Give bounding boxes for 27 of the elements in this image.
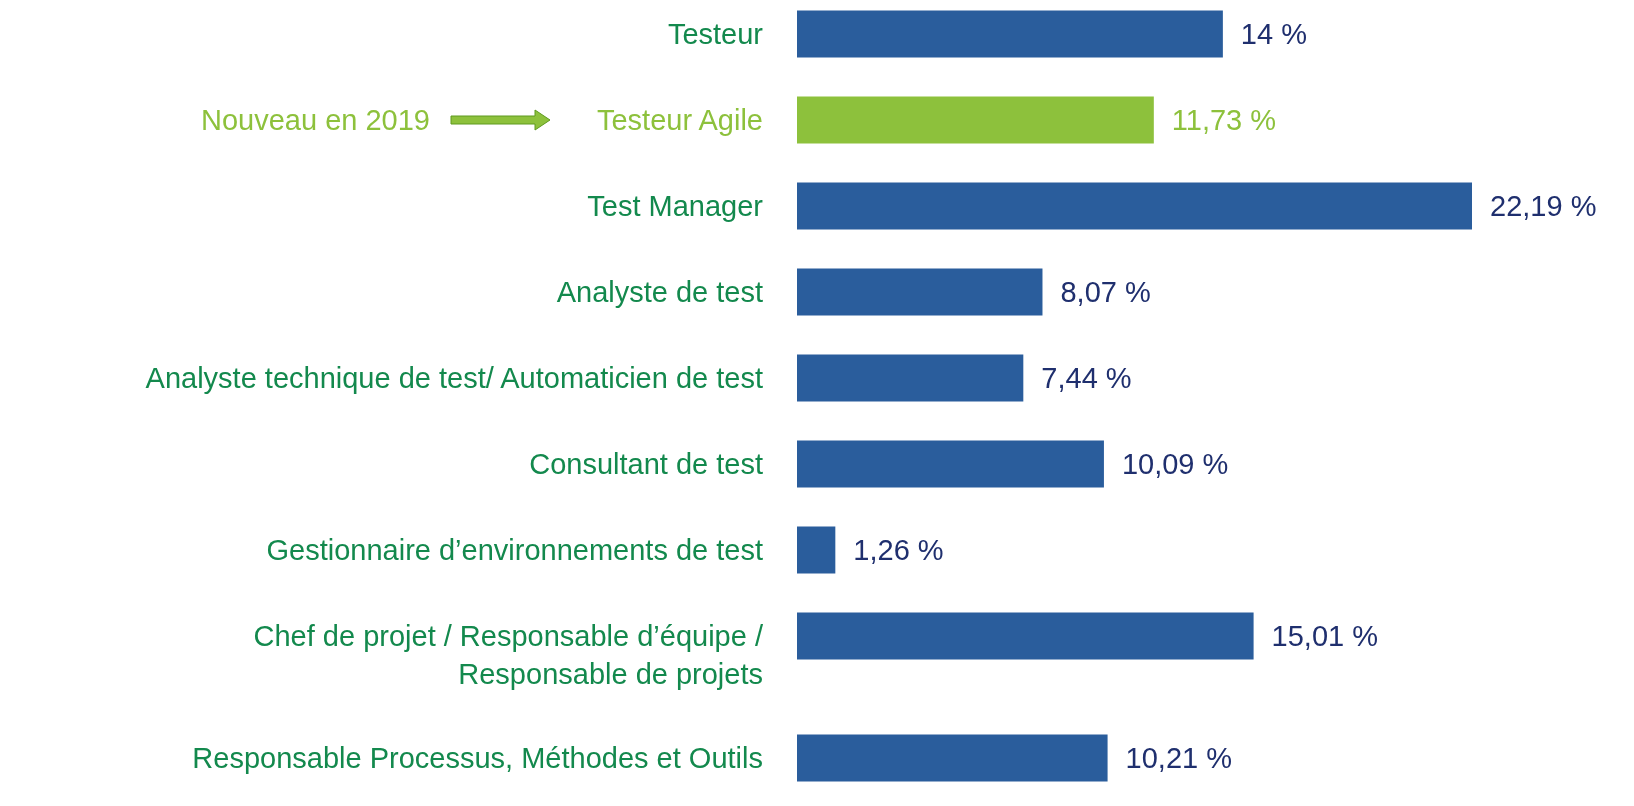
bar bbox=[797, 440, 1104, 488]
data-label: 14 % bbox=[1240, 18, 1307, 50]
data-label: 22,19 % bbox=[1490, 190, 1597, 222]
data-label: 10,21 % bbox=[1125, 742, 1232, 774]
bar bbox=[797, 182, 1472, 230]
bar bbox=[797, 10, 1223, 58]
bar bbox=[797, 612, 1254, 660]
y-tick-label: Analyste technique de test/ Automaticien de test bbox=[145, 362, 763, 394]
y-tick-label: Gestionnaire d’environnements de test bbox=[266, 534, 763, 566]
data-label: 15,01 % bbox=[1271, 620, 1379, 652]
y-tick-label: Test Manager bbox=[587, 190, 764, 222]
text: Nouveau en 2019 bbox=[201, 104, 430, 136]
y-tick-label: Consultant de test bbox=[529, 448, 763, 480]
bar bbox=[797, 526, 836, 574]
bar bbox=[797, 268, 1043, 316]
y-tick-label: Testeur Agile bbox=[596, 104, 763, 136]
bar bbox=[797, 96, 1154, 144]
data-label: 7,44 % bbox=[1041, 362, 1132, 394]
y-tick-label: Responsable Processus, Méthodes et Outils bbox=[192, 742, 763, 774]
bar bbox=[797, 354, 1024, 402]
data-label: 11,73 % bbox=[1171, 104, 1277, 136]
y-tick-label: Chef de projet / Responsable d’équipe / Responsable de projets bbox=[253, 620, 764, 690]
y-tick-label: Testeur bbox=[667, 18, 764, 50]
data-label: 1,26 % bbox=[853, 534, 944, 566]
y-tick-label: Analyste de test bbox=[556, 276, 763, 308]
data-label: 8,07 % bbox=[1060, 276, 1151, 308]
data-label: 10,09 % bbox=[1121, 448, 1229, 480]
